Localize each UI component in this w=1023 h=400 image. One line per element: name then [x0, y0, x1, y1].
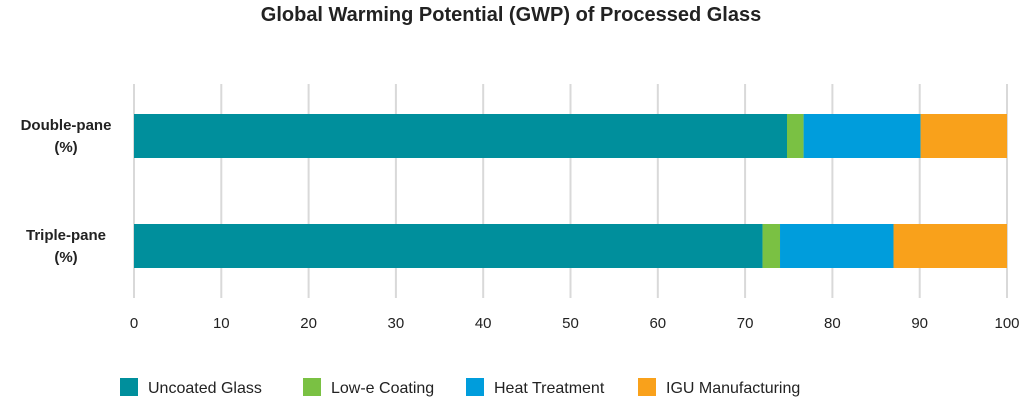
x-tick-label: 20 — [300, 315, 317, 332]
legend-item: Low-e Coating — [303, 378, 434, 397]
x-axis-tick-labels: 0 10 20 30 40 50 60 70 80 90 100 — [130, 315, 1020, 332]
legend-item: Uncoated Glass — [120, 378, 262, 397]
legend-swatch — [120, 378, 138, 396]
x-tick-label: 10 — [213, 315, 230, 332]
legend-swatch — [303, 378, 321, 396]
bar-low-e-coating-1 — [762, 224, 781, 268]
x-tick-label: 40 — [475, 315, 492, 332]
x-tick-label: 80 — [824, 315, 841, 332]
category-label: Double-pane — [21, 117, 112, 134]
bar-uncoated-glass-0 — [134, 114, 788, 158]
category-label: Triple-pane — [26, 227, 106, 244]
bar-heat-treatment-0 — [803, 114, 921, 158]
legend-label: IGU Manufacturing — [666, 380, 800, 397]
x-tick-label: 90 — [911, 315, 928, 332]
x-tick-label: 0 — [130, 315, 138, 332]
legend-label: Heat Treatment — [494, 380, 605, 397]
legend-item: IGU Manufacturing — [638, 378, 800, 397]
category-labels: Double-pane (%) Triple-pane (%) — [21, 117, 112, 266]
x-tick-label: 100 — [994, 315, 1019, 332]
bar-uncoated-glass-1 — [134, 224, 763, 268]
legend: Uncoated Glass Low-e Coating Heat Treatmen… — [120, 378, 800, 397]
bar-heat-treatment-1 — [780, 224, 894, 268]
legend-swatch — [638, 378, 656, 396]
legend-swatch — [466, 378, 484, 396]
x-tick-label: 70 — [737, 315, 754, 332]
bar-low-e-coating-0 — [787, 114, 804, 158]
bar-igu-manufacturing-1 — [893, 224, 1007, 268]
category-label: (%) — [54, 249, 77, 266]
legend-label: Low-e Coating — [331, 380, 434, 397]
bars — [134, 114, 1007, 268]
x-tick-label: 60 — [649, 315, 666, 332]
x-tick-label: 30 — [388, 315, 405, 332]
legend-item: Heat Treatment — [466, 378, 605, 397]
legend-label: Uncoated Glass — [148, 380, 262, 397]
x-tick-label: 50 — [562, 315, 579, 332]
category-label: (%) — [54, 139, 77, 156]
bar-igu-manufacturing-0 — [920, 114, 1007, 158]
chart-title: Global Warming Potential (GWP) of Proces… — [261, 4, 761, 26]
